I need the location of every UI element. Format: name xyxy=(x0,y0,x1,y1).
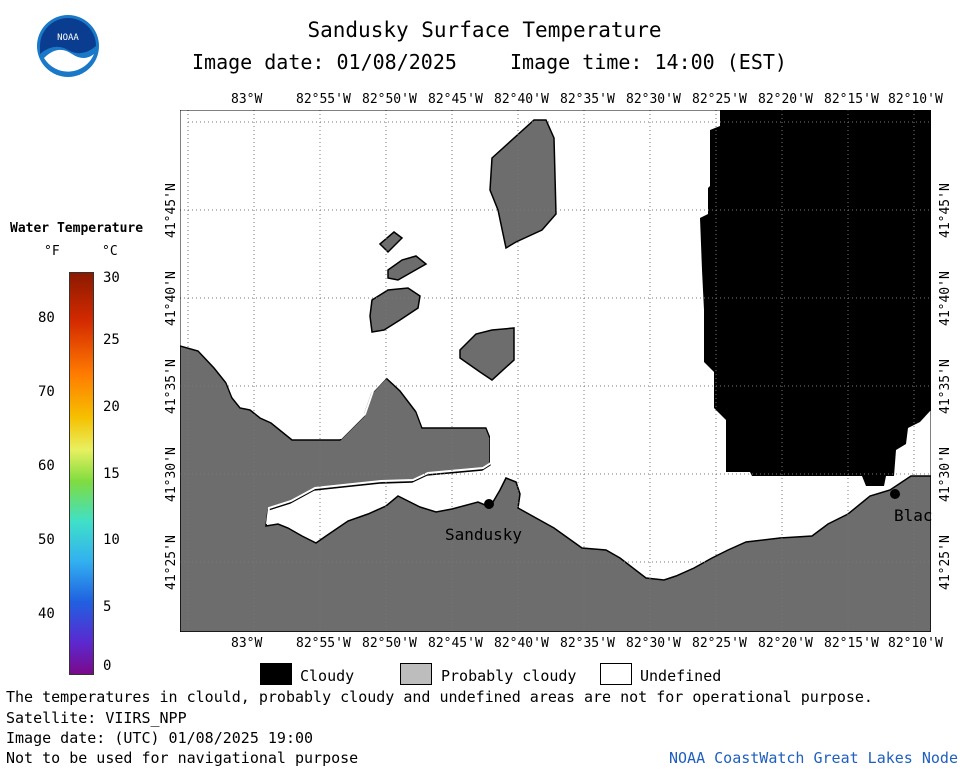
lon-label-top: 82°30'W xyxy=(626,92,681,107)
colorbar-f-tick: 80 xyxy=(38,310,55,326)
colorbar-f-tick: 50 xyxy=(38,532,55,548)
colorbar-c-tick: 5 xyxy=(103,599,112,615)
lat-label-right: 41°45'N xyxy=(938,183,953,238)
blac-marker xyxy=(890,489,900,499)
lon-label-bottom: 82°55'W xyxy=(296,636,351,651)
island-kelleys xyxy=(489,119,557,250)
colorbar-unit-f: °F xyxy=(44,244,60,259)
colorbar-c-tick: 30 xyxy=(103,270,120,286)
lon-label-bottom: 82°25'W xyxy=(692,636,747,651)
city-label-blac: Blac xyxy=(894,506,933,525)
lon-label-top: 82°55'W xyxy=(296,92,351,107)
noaa-logo: NOAA xyxy=(37,15,99,77)
lon-label-top: 83°W xyxy=(231,92,263,107)
lon-label-top: 82°25'W xyxy=(692,92,747,107)
lon-label-bottom: 82°45'W xyxy=(428,636,483,651)
footer-disclaimer: The temperatures in clould, probably clo… xyxy=(6,688,873,706)
map-canvas xyxy=(180,110,931,632)
legend-label-probably-cloudy: Probably cloudy xyxy=(441,667,577,685)
lon-label-bottom: 82°50'W xyxy=(362,636,417,651)
image-date: Image date: 01/08/2025 xyxy=(192,50,457,74)
page-title: Sandusky Surface Temperature xyxy=(307,18,662,42)
colorbar-c-tick: 0 xyxy=(103,658,112,674)
colorbar-c-tick: 10 xyxy=(103,532,120,548)
lat-label-left: 41°35'N xyxy=(164,359,179,414)
lon-label-top: 82°50'W xyxy=(362,92,417,107)
lat-label-left: 41°25'N xyxy=(164,535,179,590)
city-label-sandusky: Sandusky xyxy=(445,525,523,544)
noaa-logo-text: NOAA xyxy=(57,33,79,43)
footer-satellite: Satellite: VIIRS_NPP xyxy=(6,709,187,727)
lon-label-bottom: 82°20'W xyxy=(758,636,813,651)
lat-label-left: 41°40'N xyxy=(164,271,179,326)
colorbar-unit-c: °C xyxy=(102,244,118,259)
colorbar-gradient xyxy=(69,272,94,675)
lat-label-right: 41°30'N xyxy=(938,447,953,502)
footer-nav-warning: Not to be used for navigational purpose xyxy=(6,749,359,767)
lat-label-right: 41°40'N xyxy=(938,271,953,326)
colorbar-f-tick: 70 xyxy=(38,384,55,400)
legend-label-undefined: Undefined xyxy=(640,667,722,685)
lon-label-bottom: 82°35'W xyxy=(560,636,615,651)
lat-label-right: 41°35'N xyxy=(938,359,953,414)
lon-label-bottom: 82°15'W xyxy=(824,636,879,651)
sandusky-marker xyxy=(484,499,494,509)
lat-label-left: 41°45'N xyxy=(164,183,179,238)
colorbar-f-tick: 40 xyxy=(38,606,55,622)
lon-label-bottom: 82°10'W xyxy=(888,636,943,651)
island-bass xyxy=(369,287,421,333)
lon-label-top: 82°10'W xyxy=(888,92,943,107)
footer-utc-date: Image date: (UTC) 01/08/2025 19:00 xyxy=(6,729,314,747)
lon-label-bottom: 83°W xyxy=(231,636,263,651)
lon-label-top: 82°15'W xyxy=(824,92,879,107)
lon-label-top: 82°20'W xyxy=(758,92,813,107)
colorbar-f-tick: 60 xyxy=(38,458,55,474)
island-small-2 xyxy=(387,255,428,281)
colorbar-c-tick: 25 xyxy=(103,332,120,348)
lon-label-bottom: 82°30'W xyxy=(626,636,681,651)
colorbar-c-tick: 15 xyxy=(103,466,120,482)
graticule xyxy=(180,110,931,632)
lon-label-top: 82°35'W xyxy=(560,92,615,107)
colorbar-title: Water Temperature xyxy=(10,221,144,236)
lat-label-right: 41°25'N xyxy=(938,535,953,590)
legend-swatch-cloudy xyxy=(260,663,292,685)
lon-label-bottom: 82°40'W xyxy=(494,636,549,651)
footer-credit: NOAA CoastWatch Great Lakes Node xyxy=(669,749,958,767)
legend-swatch-undefined xyxy=(600,663,632,685)
lon-label-top: 82°45'W xyxy=(428,92,483,107)
island-south-bass xyxy=(459,327,515,381)
legend-swatch-probably-cloudy xyxy=(400,663,432,685)
lat-label-left: 41°30'N xyxy=(164,447,179,502)
cloudy-area xyxy=(700,110,931,486)
legend-label-cloudy: Cloudy xyxy=(300,667,355,685)
lon-label-top: 82°40'W xyxy=(494,92,549,107)
colorbar-c-tick: 20 xyxy=(103,399,120,415)
image-time: Image time: 14:00 (EST) xyxy=(510,50,787,74)
